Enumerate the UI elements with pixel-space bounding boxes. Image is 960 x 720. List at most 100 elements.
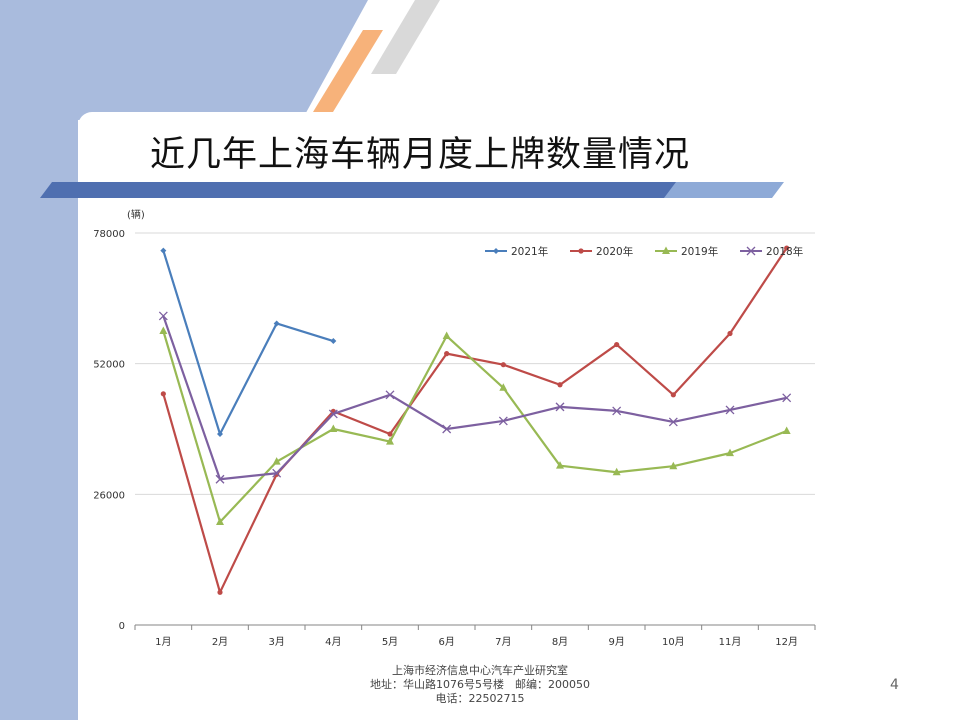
line-chart: 0 26000 52000 78000 1月 2月 3月 4月 5月 6月 7月 8月 9月 10月 11月… [93,208,816,648]
data-point [725,405,735,415]
point-stroke [725,405,735,415]
x-tick-label: 2月 [212,636,228,648]
data-point [442,331,451,340]
point-stroke [272,468,282,478]
x-tick-label: 9月 [608,636,624,648]
data-point [669,461,678,470]
data-point [330,338,337,345]
data-point [782,426,791,435]
page-number: 4 [890,677,899,693]
orange-accent-stripe [313,30,383,112]
data-point [726,448,734,457]
point-stroke [158,311,168,321]
x-tick-label: 10月 [662,636,685,648]
x-tick-label: 4月 [325,636,341,648]
data-point [555,402,565,412]
point-stroke [668,417,678,427]
top-decorative-band [0,0,440,120]
point-stroke [782,393,792,403]
gray-accent-stripe [371,0,440,74]
title-underline [40,182,784,198]
data-point [217,589,223,595]
data-point [746,246,756,256]
left-decorative-band [0,0,78,720]
point-stroke [442,424,452,434]
series-2019年 [159,326,791,525]
legend-item: 2020年 [570,245,633,258]
data-point [557,382,563,388]
legend-label: 2018年 [766,245,803,258]
y-tick-label: 26000 [93,490,125,501]
gridlines [135,232,815,495]
data-point [556,461,564,469]
data-point [272,468,282,478]
footer: 上海市经济信息中心汽车产业研究室 地址：华山路1076号5号楼 邮编：20005… [300,664,660,706]
x-tick-label: 6月 [438,636,454,648]
point-stroke [498,416,508,426]
series-line [162,315,787,481]
series-2021年 [160,247,337,438]
x-tick-label: 3月 [268,636,284,648]
underline-light-bar [664,182,784,198]
point-stroke [555,402,565,412]
data-point [442,424,452,434]
series-line [162,330,788,524]
y-tick-label: 52000 [93,360,125,371]
point-stroke [385,390,395,400]
legend-label: 2019年 [681,245,718,258]
x-tick-label: 5月 [382,636,398,648]
data-point [216,517,224,525]
data-point [158,311,168,321]
data-point [612,467,621,476]
footer-phone: 电话：22502715 [435,692,525,705]
data-point [160,391,166,397]
footer-organization: 上海市经济信息中心汽车产业研究室 [392,664,568,677]
x-tick-label: 8月 [552,636,568,648]
y-tick-label: 78000 [93,229,125,240]
point-stroke [612,406,622,416]
data-point [272,457,281,465]
data-point [444,351,450,357]
data-point [782,393,792,403]
data-point [217,431,223,438]
data-point [662,246,670,254]
data-point [614,341,620,348]
data-point [273,320,280,327]
data-point [498,416,508,426]
x-tick-label: 11月 [719,636,742,648]
x-tick-label: 12月 [775,636,798,648]
slide-title: 近几年上海车辆月度上牌数量情况 [150,135,691,175]
underline-dark-bar [40,182,680,198]
data-point [160,247,167,254]
data-point [578,248,584,254]
data-point [493,248,499,254]
legend: 2021年 2020年 2019年 2018年 [485,245,803,258]
footer-address: 地址：华山路1076号5号楼 邮编：200050 [370,678,590,691]
series-line [162,247,788,594]
legend-label: 2020年 [596,245,633,258]
data-point [727,330,733,337]
series-line [162,250,334,436]
data-point [386,437,394,445]
point-stroke [215,474,225,484]
point-stroke [746,246,756,256]
legend-label: 2021年 [511,245,548,258]
legend-item: 2018年 [740,245,803,258]
axes: 0 26000 52000 78000 1月 2月 3月 4月 5月 6月 7月 8月 9月 10月 11月… [93,208,816,648]
data-point [387,431,393,437]
data-point [500,362,506,368]
data-point [670,392,676,398]
data-point [328,409,338,419]
legend-item: 2019年 [655,245,718,258]
data-point [499,383,508,391]
series-2020年 [160,245,790,595]
title-card [78,112,960,192]
point-stroke [328,409,338,419]
data-point [159,326,168,334]
x-tick-label: 1月 [155,636,171,648]
y-axis-label: (辆) [127,208,145,221]
series-2018年 [158,311,792,484]
header-blue-area [0,0,368,120]
data-point [784,245,790,251]
y-tick-label: 0 [119,621,125,632]
